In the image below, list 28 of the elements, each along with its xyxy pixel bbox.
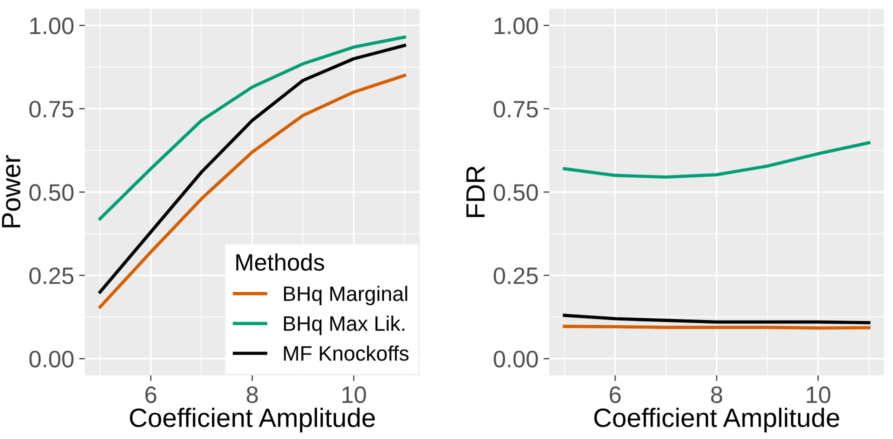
y-axis-title: Power — [2, 155, 20, 228]
y-tick-label: 0.50 — [29, 184, 74, 201]
y-tick-label: 1.00 — [494, 18, 538, 34]
x-axis-title: Coefficient Amplitude — [594, 408, 840, 432]
y-tick-label: 0.75 — [494, 100, 538, 118]
x-tick-label: 6 — [145, 386, 156, 404]
line-series — [98, 36, 406, 220]
y-tick-label: 0.25 — [29, 267, 74, 284]
y-tick-label: 0.00 — [29, 350, 74, 368]
y-tick-label: 0.50 — [494, 184, 538, 201]
x-tick-label: 8 — [246, 386, 258, 404]
legend-label: BHq Marginal — [284, 286, 408, 306]
line-series — [98, 74, 406, 309]
legend-title: Methods — [236, 253, 324, 271]
y-tick-label: 0.00 — [494, 350, 538, 368]
x-tick-label: 6 — [610, 386, 621, 404]
line-series — [562, 314, 870, 324]
y-tick-label: 0.75 — [29, 100, 74, 118]
x-tick-label: 8 — [711, 386, 722, 404]
x-tick-label: 10 — [806, 386, 830, 404]
y-axis-title: FDR — [466, 166, 485, 218]
x-tick-label: 10 — [342, 386, 366, 404]
legend-label: BHq Max Lik. — [284, 316, 404, 336]
y-tick-label: 0.25 — [494, 267, 538, 284]
x-axis-title: Coefficient Amplitude — [130, 408, 375, 432]
legend-label: MF Knockoffs — [284, 346, 409, 361]
line-series — [562, 141, 870, 179]
y-tick-label: 1.00 — [30, 18, 74, 34]
